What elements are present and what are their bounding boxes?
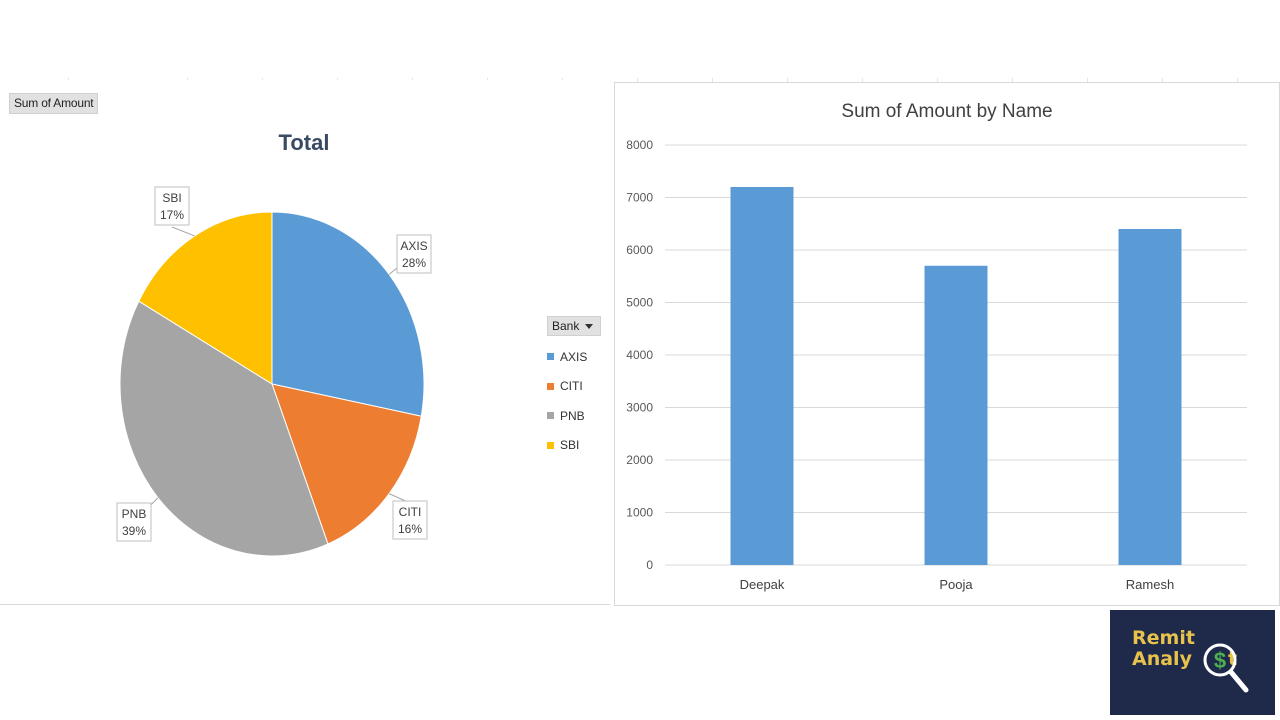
y-tick-label: 7000 [626, 191, 653, 205]
legend-swatch [547, 353, 554, 361]
legend-item-axis: AXIS [547, 342, 607, 372]
legend-swatch [547, 441, 554, 449]
bank-filter-button[interactable]: Bank [547, 316, 601, 336]
pie-slices [119, 211, 425, 557]
bar-series [730, 187, 1182, 565]
pie-chart-title: Total [278, 130, 330, 155]
callout-box [396, 234, 432, 274]
legend-swatch [547, 382, 554, 390]
y-axis-tick-labels: 0 1000 2000 3000 4000 5000 6000 7000 8000 [626, 138, 653, 572]
callout-category-label: AXIS [400, 239, 427, 253]
legend-label: SBI [560, 438, 580, 453]
dollar-magnifier-icon: $ [1203, 643, 1249, 693]
y-tick-label: 2000 [626, 453, 653, 467]
callout-box [154, 186, 190, 226]
remit-analyst-logo: Remit Analy t $ [1110, 610, 1275, 715]
callout-box [116, 502, 152, 542]
callout-percent-label: 17% [160, 208, 184, 222]
y-tick-label: 5000 [626, 296, 653, 310]
y-tick-label: 8000 [626, 138, 653, 152]
legend-item-sbi: SBI [547, 431, 607, 461]
legend-label: PNB [560, 408, 585, 423]
bar-chart-panel[interactable]: Sum of Amount by Name 0 1000 2000 3000 4000 5… [614, 82, 1280, 606]
y-tick-label: 1000 [626, 506, 653, 520]
pie-callouts: AXIS 28% CITI 16% PNB 39% SBI 17% [116, 186, 432, 542]
logo-text-line2: Analy [1132, 648, 1192, 670]
bar-ramesh[interactable] [1118, 229, 1182, 565]
svg-text:$: $ [1214, 648, 1226, 673]
bar-pooja[interactable] [924, 265, 988, 565]
dropdown-arrow-icon [585, 323, 594, 329]
callout-category-label: SBI [162, 191, 181, 205]
y-tick-label: 6000 [626, 243, 653, 257]
legend-item-citi: CITI [547, 372, 607, 402]
x-tick-label: Ramesh [1126, 577, 1174, 592]
x-tick-label: Deepak [740, 577, 785, 592]
bank-filter-label: Bank [552, 319, 580, 333]
bar-deepak[interactable] [730, 187, 794, 565]
pie-slice-pnb[interactable] [119, 300, 329, 557]
legend-label: CITI [560, 379, 583, 394]
callout-leader-line [171, 226, 195, 237]
pie-chart[interactable]: AXIS 28% CITI 16% PNB 39% SBI 17% [0, 82, 610, 602]
legend-item-pnb: PNB [547, 401, 607, 431]
sum-of-amount-field-button[interactable]: Sum of Amount [9, 93, 99, 114]
x-axis-tick-labels: Deepak Pooja Ramesh [740, 577, 1175, 592]
legend-swatch [547, 412, 554, 420]
y-tick-label: 0 [646, 558, 653, 572]
callout-category-label: PNB [122, 507, 147, 521]
pie-slice-sbi[interactable] [138, 211, 273, 385]
logo-text-line3: t [1227, 648, 1238, 670]
callout-percent-label: 16% [398, 522, 422, 536]
y-tick-label: 4000 [626, 348, 653, 362]
x-tick-label: Pooja [939, 577, 973, 592]
legend-label: AXIS [560, 349, 588, 364]
callout-category-label: CITI [399, 505, 422, 519]
bar-chart-title: Sum of Amount by Name [841, 101, 1052, 122]
logo-text-line1: Remit [1132, 627, 1195, 649]
pie-legend: Bank AXIS CITI PNB SBI [547, 316, 607, 460]
callout-percent-label: 39% [122, 524, 146, 538]
bar-chart[interactable]: Sum of Amount by Name 0 1000 2000 3000 4000 5… [615, 83, 1279, 605]
y-tick-label: 3000 [626, 401, 653, 415]
callout-box [392, 500, 428, 540]
callout-percent-label: 28% [402, 256, 426, 270]
